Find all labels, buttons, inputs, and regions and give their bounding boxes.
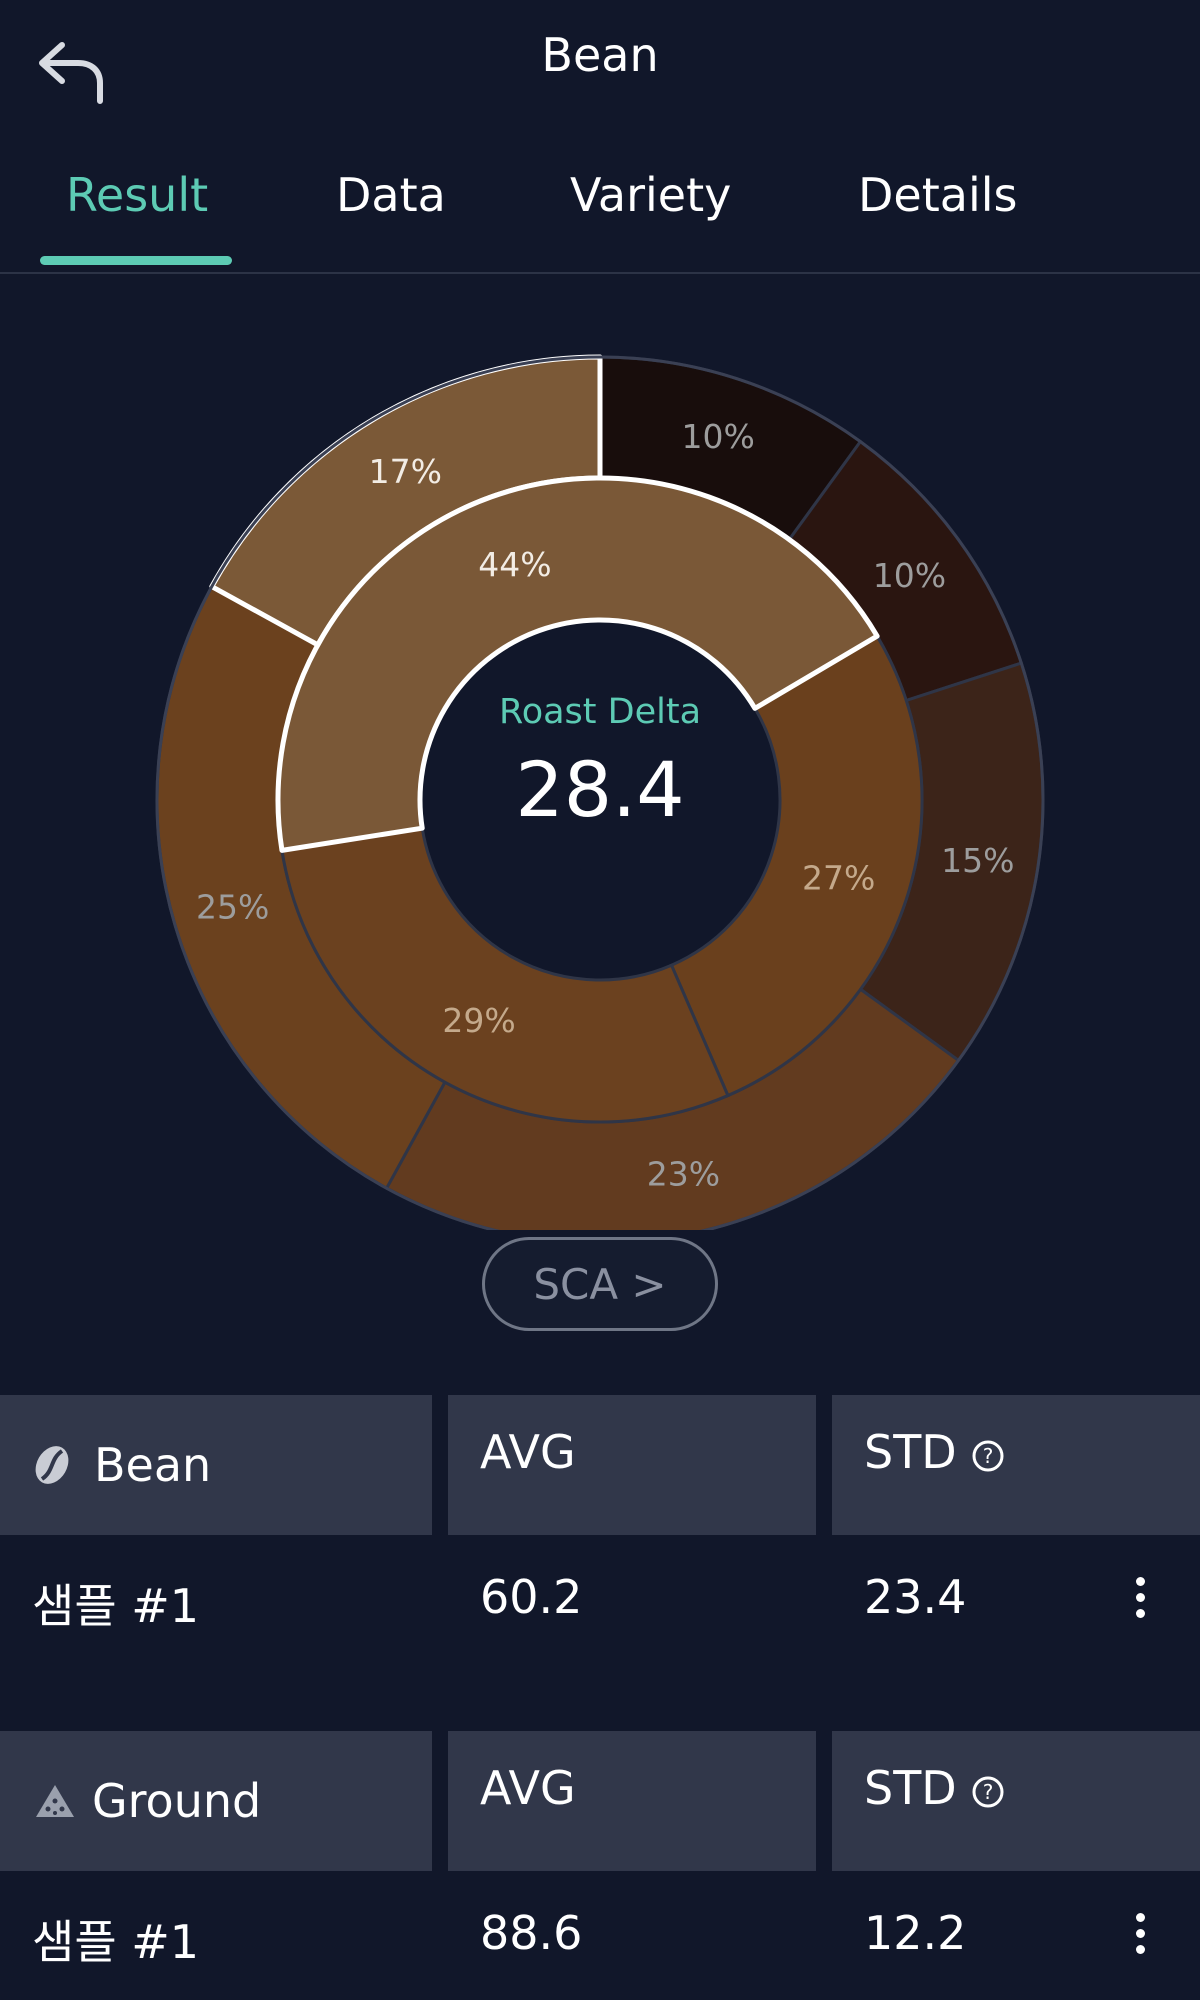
table-category-label: Bean: [94, 1438, 212, 1492]
avg-column-label: AVG: [480, 1425, 576, 1479]
inner-ring-highlight: [275, 475, 880, 853]
question-circle-icon[interactable]: ?: [971, 1439, 1005, 1473]
inner-slice-label: 27%: [802, 859, 875, 898]
row-more-button[interactable]: [1120, 1557, 1160, 1637]
row-name: 샘플 #1: [32, 1579, 200, 1633]
outer-slice-label: 10%: [682, 417, 755, 456]
row-std: 12.2: [864, 1906, 967, 1960]
roast-chart: 10% 10% 15% 23% 25% 17% 44% 27% 29% Roast Delta …: [0, 290, 1200, 1230]
row-std: 23.4: [864, 1570, 967, 1624]
tab-variety[interactable]: Variety: [570, 168, 732, 222]
table-category-label: Ground: [92, 1774, 262, 1828]
std-column-header: STD ?: [832, 1731, 1200, 1871]
row-avg: 88.6: [480, 1906, 583, 1960]
std-column-label: STD: [864, 1425, 957, 1479]
chart-center-value: 28.4: [515, 745, 685, 834]
inner-ring-slice[interactable]: [669, 634, 924, 1098]
page-title: Bean: [541, 28, 659, 82]
table-category-header: Ground: [0, 1731, 432, 1871]
chart-center-label: Roast Delta: [498, 692, 702, 732]
tab-bar: Result Data Variety Details: [0, 150, 1200, 274]
tab-data[interactable]: Data: [336, 168, 446, 222]
question-circle-icon[interactable]: ?: [971, 1775, 1005, 1809]
avg-column-label: AVG: [480, 1761, 576, 1815]
ground-table: Ground AVG STD ? 샘플 #1 88.6 12.2: [0, 1731, 1200, 2000]
std-column-header: STD ?: [832, 1395, 1200, 1535]
avg-column-header: AVG: [448, 1395, 816, 1535]
outer-slice-label: 17%: [369, 452, 442, 491]
svg-text:?: ?: [982, 1780, 993, 1804]
sca-button[interactable]: SCA >: [482, 1237, 718, 1331]
table-category-header: Bean: [0, 1395, 432, 1535]
inner-slice-label: 44%: [478, 545, 551, 584]
bean-table: Bean AVG STD ? 샘플 #1 60.2 23.4: [0, 1395, 1200, 1675]
back-arrow-icon: [39, 42, 103, 104]
active-tab-indicator: [40, 256, 232, 265]
std-column-label: STD: [864, 1761, 957, 1815]
sunburst-chart: 10% 10% 15% 23% 25% 17% 44% 27% 29%: [155, 354, 1045, 1230]
avg-column-header: AVG: [448, 1731, 816, 1871]
tab-details[interactable]: Details: [858, 168, 1018, 222]
ground-coffee-icon: [36, 1785, 74, 1817]
outer-slice-label: 23%: [647, 1154, 720, 1193]
row-avg: 60.2: [480, 1570, 583, 1624]
chart-rim: [155, 355, 1045, 1230]
outer-slice-label: 25%: [196, 888, 269, 927]
coffee-bean-icon: [35, 1446, 69, 1484]
outer-slice-label: 15%: [941, 841, 1014, 880]
inner-slice-label: 29%: [442, 1001, 515, 1040]
back-button[interactable]: [30, 30, 114, 114]
row-name: 샘플 #1: [32, 1915, 200, 1969]
header: Bean: [0, 0, 1200, 120]
outer-slice-label: 10%: [873, 556, 946, 595]
svg-text:?: ?: [982, 1444, 993, 1468]
row-more-button[interactable]: [1120, 1893, 1160, 1973]
tab-result[interactable]: Result: [66, 168, 209, 222]
inner-ring-slice[interactable]: [280, 826, 730, 1124]
